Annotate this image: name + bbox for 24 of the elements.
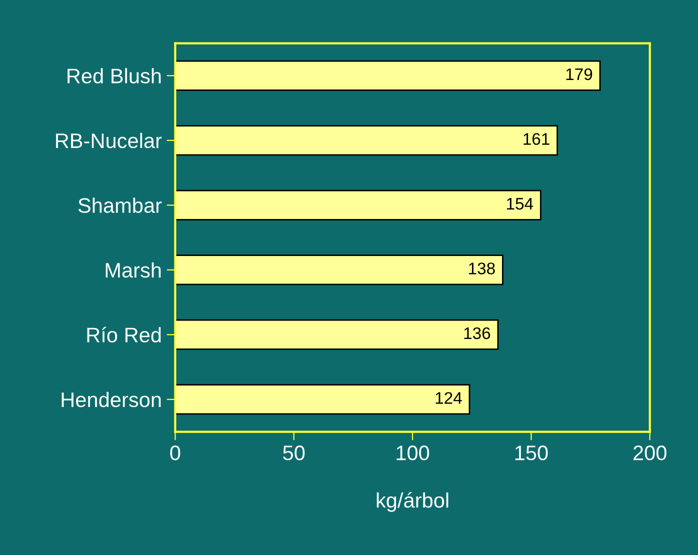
data-label: 179 [566,68,592,80]
bar [175,190,542,220]
data-label: 161 [524,133,550,145]
x-tick-label: 150 [515,446,548,460]
x-tick-label: 0 [170,446,180,460]
bar [175,60,601,91]
data-label: 124 [436,392,462,404]
y-tick-label: Marsh [106,262,161,278]
x-axis-title: kg/árbol [376,492,448,512]
data-label: 138 [469,262,495,274]
bar [175,125,558,156]
y-tick-label: Shambar [78,198,162,213]
y-tick-label: RB-Nucelar [56,132,162,148]
y-tick-label: Río Red [87,326,161,342]
bar [175,384,470,415]
bar [175,254,504,286]
bar [175,319,499,350]
y-tick-label: Henderson [62,392,161,408]
x-tick-label: 200 [634,446,666,460]
x-tick-label: 50 [283,446,305,460]
data-label: 136 [464,327,490,340]
data-label: 154 [507,198,534,210]
x-tick-label: 100 [396,446,430,460]
y-tick-label: Red Blush [68,68,161,84]
